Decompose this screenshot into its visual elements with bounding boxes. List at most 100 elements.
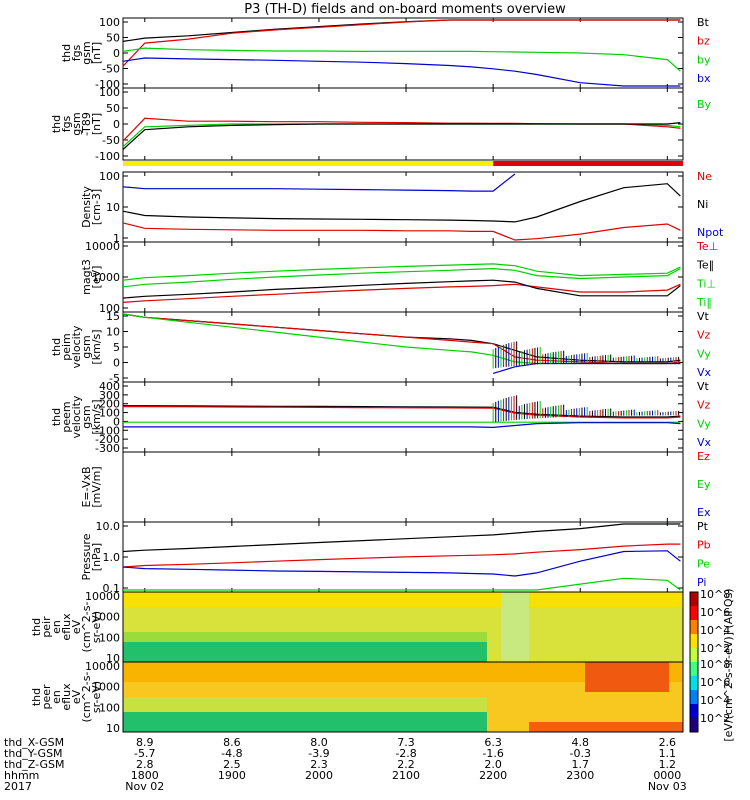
spectrogram-cell	[585, 677, 600, 683]
spectrogram-cell	[361, 652, 376, 658]
spectrogram-cell	[445, 722, 460, 728]
spectrogram-cell	[361, 657, 376, 663]
time-axis-value: 1.1	[659, 747, 677, 760]
spectrogram-cell	[669, 717, 684, 723]
spectrogram-cell	[361, 637, 376, 643]
spectrogram-cell	[375, 662, 390, 668]
spectrogram-cell	[585, 622, 600, 628]
spectrogram-cell	[207, 682, 222, 688]
spectrogram-cell	[165, 707, 180, 713]
spectrogram-cell	[277, 722, 292, 728]
spectrogram-cell	[655, 612, 670, 618]
spectrogram-cell	[333, 622, 348, 628]
panel-ylabel: sr-eV)	[90, 681, 103, 713]
spectrogram-cell	[193, 597, 208, 603]
spectrogram-cell	[235, 692, 250, 698]
spectrogram-cell	[361, 712, 376, 718]
spectrogram-cell	[543, 667, 558, 673]
spectrogram-cell	[501, 662, 516, 668]
spectrogram-cell	[613, 647, 628, 653]
spectrogram-cell	[529, 712, 544, 718]
spectrogram-cell	[459, 722, 474, 728]
spectrogram-cell	[319, 717, 334, 723]
spectrogram-cell	[417, 632, 432, 638]
spectrogram-cell	[669, 597, 684, 603]
spectrogram-cell	[473, 717, 488, 723]
panel-ylabel: peem	[60, 401, 73, 432]
spectrogram-cell	[487, 632, 502, 638]
spectrogram-cell	[529, 617, 544, 623]
spectrogram-cell	[263, 727, 278, 733]
spectrogram-cell	[277, 667, 292, 673]
spectrogram-cell	[291, 637, 306, 643]
spectrogram-cell	[291, 602, 306, 608]
colorbar-tick: 10^2	[700, 642, 730, 655]
mode-bar-fast	[493, 161, 683, 166]
y-tick-label: 100	[99, 16, 120, 29]
spectrogram-cell	[235, 722, 250, 728]
panel-ylabel: [nPa]	[90, 543, 103, 571]
spectrogram-cell	[669, 697, 684, 703]
spectrogram-cell	[669, 667, 684, 673]
spectrogram-cell	[431, 612, 446, 618]
spectrogram-cell	[361, 702, 376, 708]
spectrogram-cell	[291, 627, 306, 633]
spectrogram-cell	[445, 697, 460, 703]
spectrogram-cell	[403, 592, 418, 598]
spectrogram-cell	[543, 687, 558, 693]
spectrogram-cell	[361, 592, 376, 598]
spectrogram-cell	[319, 672, 334, 678]
burst-noise	[492, 341, 680, 369]
spectrogram-cell	[515, 717, 530, 723]
spectrogram-cell	[347, 657, 362, 663]
spectrogram-cell	[333, 652, 348, 658]
legend-entry: Pb	[697, 539, 711, 552]
panel-ylabel: [km/s]	[90, 329, 103, 364]
spectrogram-cell	[291, 682, 306, 688]
spectrogram-cell	[221, 617, 236, 623]
spectrogram-cell	[263, 667, 278, 673]
spectrogram-cell	[613, 727, 628, 733]
panel-ylabel: [mV/m]	[90, 466, 103, 507]
spectrogram-cell	[557, 647, 572, 653]
spectrogram-cell	[375, 602, 390, 608]
spectrogram-cell	[445, 637, 460, 643]
spectrogram-cell	[529, 662, 544, 668]
spectrogram-cell	[515, 662, 530, 668]
spectrogram-cell	[249, 637, 264, 643]
spectrogram-cell	[417, 662, 432, 668]
spectrogram-cell	[291, 667, 306, 673]
spectrogram-cell	[543, 617, 558, 623]
spectrogram-cell	[417, 712, 432, 718]
spectrogram-cell	[123, 687, 138, 693]
panel-ele-spec: 10000 1000 100 10 thdpeerenefluxeV(cm^2-s-sr…	[30, 660, 684, 735]
spectrogram-cell	[403, 612, 418, 618]
spectrogram-cell	[641, 672, 656, 678]
spectrogram-cell	[333, 672, 348, 678]
spectrogram-cell	[543, 717, 558, 723]
spectrogram-cell	[571, 727, 586, 733]
y-tick-label: 10	[106, 201, 120, 214]
spectrogram-cell	[151, 727, 166, 733]
spectrogram-cell	[571, 717, 586, 723]
spectrogram-cell	[599, 722, 614, 728]
spectrogram-cell	[165, 702, 180, 708]
panel-efield: E=-VxB[mV/m] Ez Ey Ex	[80, 450, 711, 523]
spectrogram-cell	[473, 632, 488, 638]
colorbar-segment	[690, 704, 698, 719]
spectrogram-cell	[417, 687, 432, 693]
spectrogram-cell	[235, 652, 250, 658]
spectrogram-cell	[515, 607, 530, 613]
spectrogram-cell	[305, 617, 320, 623]
spectrogram-cell	[277, 677, 292, 683]
spectrogram-cell	[459, 607, 474, 613]
spectrogram-cell	[459, 662, 474, 668]
spectrogram-cell	[207, 662, 222, 668]
spectrogram-cell	[669, 657, 684, 663]
spectrogram-cell	[641, 622, 656, 628]
spectrogram-cell	[557, 612, 572, 618]
spectrogram-cell	[459, 592, 474, 598]
spectrogram-cell	[235, 687, 250, 693]
spectrogram-cell	[627, 727, 642, 733]
